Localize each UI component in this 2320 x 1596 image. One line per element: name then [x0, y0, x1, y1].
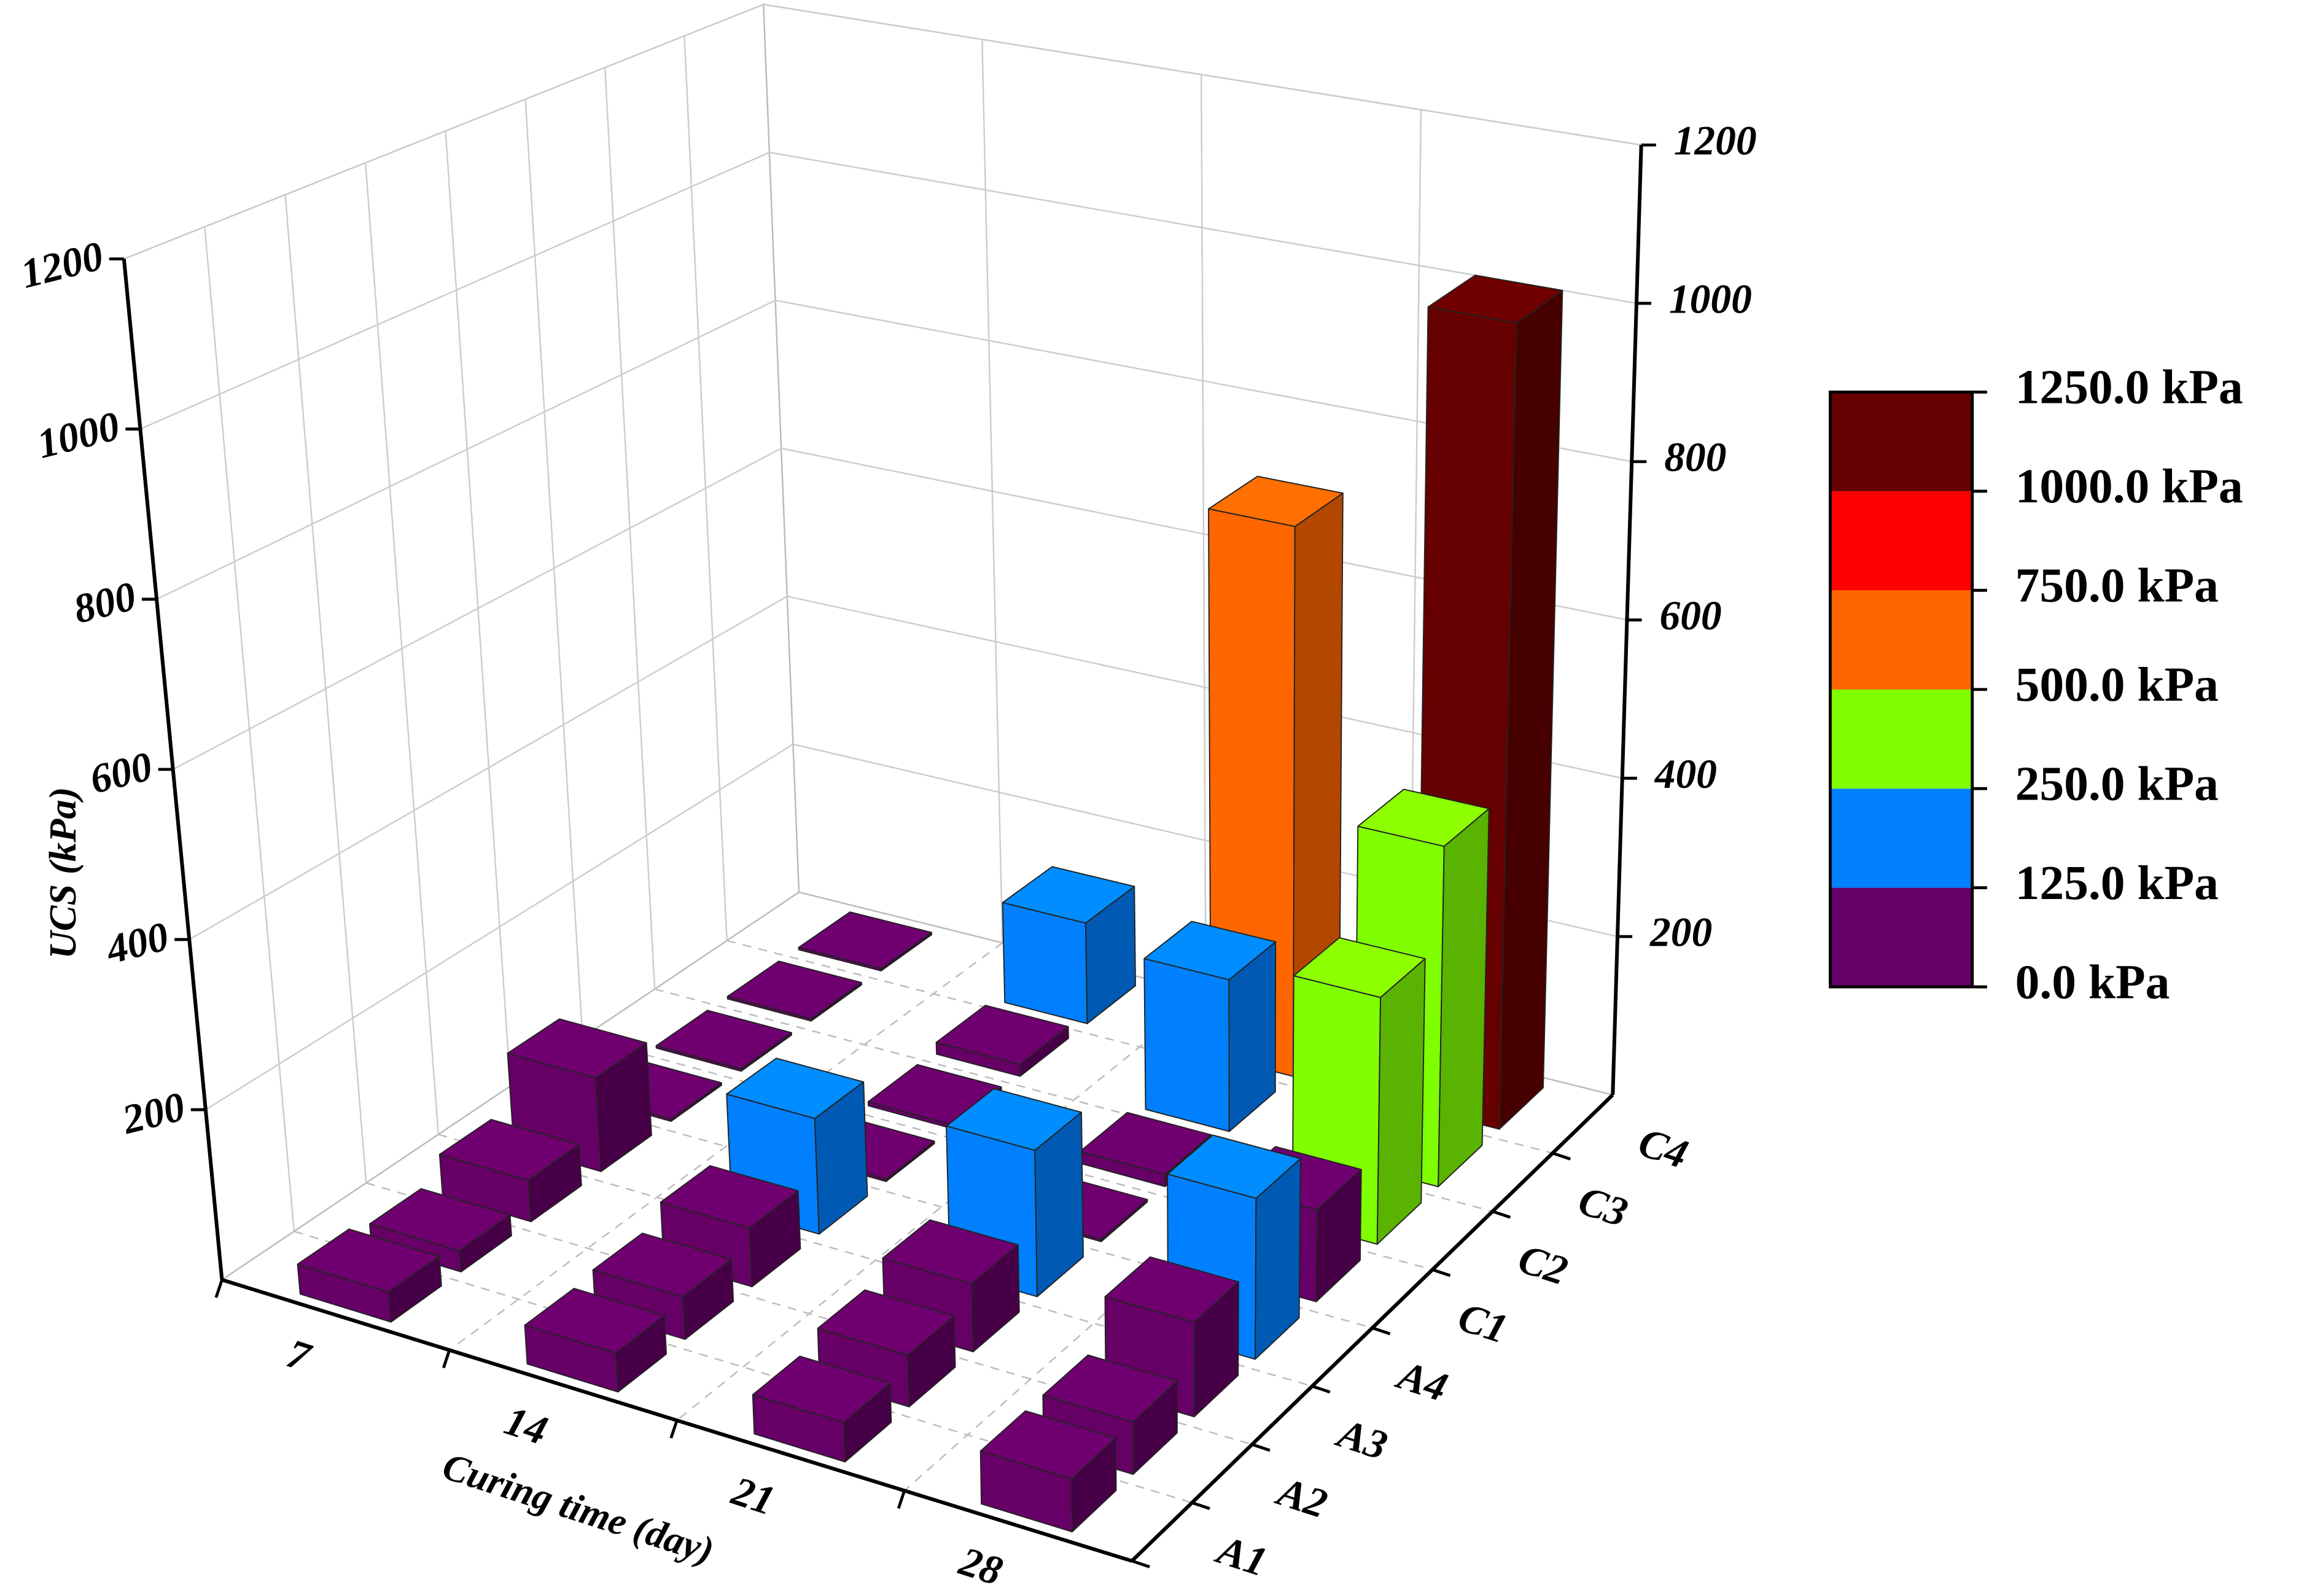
bar-top — [817, 1289, 955, 1356]
colorbar-label: 500.0 kPa — [2015, 658, 2219, 712]
x-tick — [442, 1349, 451, 1369]
bar-top — [979, 1410, 1117, 1480]
y-tick-label: A3 — [1330, 1409, 1393, 1469]
z-tick-label: 1000 — [33, 403, 124, 467]
bar-top — [1002, 866, 1135, 924]
bar-top — [297, 1228, 440, 1293]
y-tick-label: C4 — [1633, 1119, 1693, 1178]
z-tick-label: 400 — [1654, 751, 1717, 797]
bar-top — [946, 1088, 1083, 1151]
colorbar-label: 750.0 kPa — [2015, 559, 2219, 613]
z-axis — [1611, 145, 1643, 1096]
bar-top — [726, 960, 862, 1019]
bar-top — [1143, 921, 1277, 981]
colorbar-band — [1830, 491, 1972, 591]
y-tick — [1492, 1210, 1511, 1219]
bar-top — [726, 1057, 865, 1119]
floor-grid — [438, 1134, 1313, 1387]
y-tick-label: C2 — [1513, 1236, 1573, 1294]
bar-top — [524, 1288, 665, 1354]
y-tick-label: C1 — [1453, 1293, 1513, 1352]
bar-top — [1293, 937, 1426, 998]
y-tick — [1552, 1151, 1571, 1161]
y-tick-label: A2 — [1270, 1468, 1333, 1527]
bar-top — [798, 911, 932, 970]
y-tick — [1251, 1442, 1271, 1452]
y-tick — [1131, 1559, 1150, 1568]
y-tick-label: C3 — [1573, 1177, 1633, 1236]
bar-top — [1042, 1354, 1178, 1423]
x-tick-label: 7 — [282, 1330, 317, 1380]
floor-grid — [510, 1085, 1373, 1329]
colorbar-band — [1830, 887, 1972, 987]
grid-line — [156, 299, 1632, 600]
bar-top — [882, 1219, 1019, 1285]
bar-top — [592, 1232, 733, 1298]
x-tick-label: 21 — [726, 1467, 780, 1524]
y-tick — [1371, 1326, 1391, 1336]
x-tick-label: 14 — [499, 1397, 553, 1454]
colorbar-band — [1830, 788, 1972, 888]
bar-top — [1080, 1111, 1212, 1175]
bar-side — [1376, 958, 1426, 1245]
y-tick-label: A4 — [1390, 1351, 1453, 1411]
bar-top — [507, 1018, 647, 1079]
bar-top — [935, 1005, 1069, 1065]
colorbar-label: 125.0 kPa — [2015, 856, 2219, 910]
colorbar-label: 250.0 kPa — [2015, 757, 2219, 811]
bar-top — [752, 1355, 891, 1423]
floor-grid — [903, 1043, 1410, 1492]
z-tick-label: 800 — [69, 573, 140, 633]
z-tick-label: 600 — [85, 743, 157, 803]
x-axis-title: Curing time (day) — [438, 1444, 719, 1572]
bar-top — [655, 1010, 792, 1070]
bar-top — [369, 1188, 511, 1251]
x-tick — [897, 1490, 906, 1509]
y-tick-label: A1 — [1210, 1526, 1272, 1586]
z-tick-label: 600 — [1659, 593, 1721, 639]
bar-top — [438, 1119, 580, 1181]
z-tick-label: 200 — [117, 1083, 189, 1143]
bar-top — [1167, 1134, 1301, 1199]
colorbar-label: 0.0 kPa — [2015, 955, 2170, 1009]
grid-line — [173, 447, 1627, 770]
z-tick-label: 200 — [1649, 909, 1712, 956]
grid-line — [189, 595, 1622, 941]
z-tick-label: 400 — [101, 913, 173, 973]
z-tick-label: 1000 — [1669, 276, 1752, 322]
x-tick — [669, 1420, 679, 1439]
bar-front — [1143, 958, 1230, 1132]
colorbar-band — [1830, 392, 1972, 491]
z-tick-label: 1200 — [1674, 118, 1757, 164]
x-tick-label: 28 — [954, 1538, 1008, 1594]
grid-line — [123, 3, 1641, 260]
colorbar-label: 1000.0 kPa — [2015, 459, 2243, 513]
grid-line — [205, 743, 1618, 1111]
colorbar-band — [1830, 590, 1972, 690]
bar-top — [1357, 788, 1490, 847]
bar-top — [1427, 274, 1563, 324]
y-tick — [1312, 1385, 1331, 1394]
bar-top — [1104, 1256, 1239, 1323]
grid-line — [139, 151, 1637, 430]
x-tick — [214, 1279, 224, 1298]
y-tick — [1431, 1268, 1451, 1277]
z-tick-label: 800 — [1664, 434, 1726, 480]
z-axis-title: UCS (kPa) — [41, 787, 84, 959]
bar-top — [1208, 475, 1344, 527]
bar-top — [660, 1165, 799, 1229]
z-tick-label: 1200 — [16, 232, 107, 297]
z-axis — [122, 259, 224, 1280]
y-tick — [1191, 1501, 1210, 1510]
colorbar-label: 1250.0 kPa — [2015, 360, 2243, 415]
floor-grid — [449, 942, 1003, 1351]
bar-side — [1438, 808, 1490, 1188]
colorbar-band — [1830, 689, 1972, 789]
